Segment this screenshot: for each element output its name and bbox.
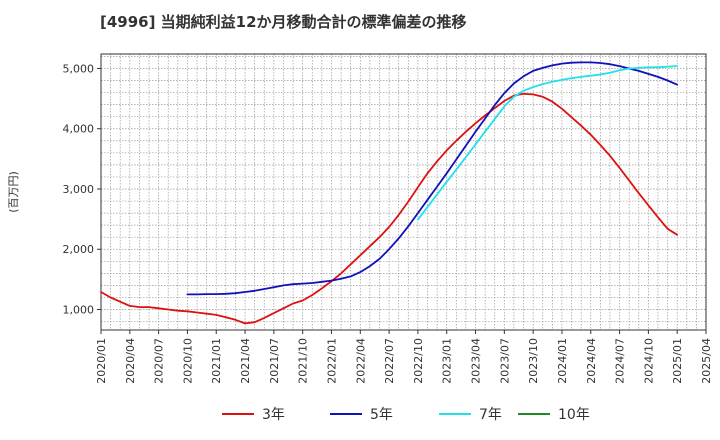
y-axis-ticks: 1,000 2,000 3,000 4,000 5,000 — [63, 62, 101, 317]
x-tick-label: 2022/07 — [383, 338, 396, 384]
legend-label: 3年 — [262, 407, 285, 423]
horizontal-gridlines — [101, 56, 706, 322]
x-tick-label: 2021/10 — [297, 338, 310, 384]
y-tick-label: 4,000 — [63, 123, 95, 136]
x-tick-label: 2023/10 — [527, 338, 540, 384]
x-tick-label: 2020/07 — [153, 338, 166, 384]
y-tick-label: 5,000 — [63, 62, 95, 75]
x-tick-label: 2022/04 — [354, 338, 367, 384]
chart-title: [4996] 当期純利益12か月移動合計の標準偏差の推移 — [100, 13, 467, 31]
series-lines — [100, 61, 679, 325]
x-tick-label: 2023/07 — [498, 338, 511, 384]
plot-border — [100, 53, 707, 331]
x-tick-label: 2020/04 — [124, 338, 137, 384]
legend: 3年 5年 7年 10年 — [222, 407, 590, 423]
x-tick-label: 2023/01 — [441, 338, 454, 384]
series-line-2 — [186, 61, 679, 296]
x-axis-ticks: 2020/01 2020/04 2020/07 2020/10 2021/01 2021/… — [95, 330, 713, 384]
x-tick-label: 2025/01 — [671, 338, 684, 384]
x-tick-label: 2024/10 — [642, 338, 655, 384]
x-tick-label: 2021/01 — [210, 338, 223, 384]
legend-label: 5年 — [370, 407, 393, 423]
y-tick-label: 1,000 — [63, 304, 95, 317]
x-tick-label: 2022/01 — [325, 338, 338, 384]
x-tick-label: 2024/04 — [585, 338, 598, 384]
series-line-1 — [100, 92, 679, 325]
x-tick-label: 2021/07 — [268, 338, 281, 384]
x-tick-label: 2025/04 — [700, 338, 713, 384]
plot-area — [101, 54, 706, 330]
legend-label: 10年 — [558, 407, 590, 423]
x-tick-label: 2020/01 — [95, 338, 108, 384]
legend-label: 7年 — [479, 407, 502, 423]
y-axis-label: (百万円) — [7, 171, 20, 213]
x-tick-label: 2023/04 — [470, 338, 483, 384]
x-tick-label: 2024/01 — [556, 338, 569, 384]
series-line-3 — [416, 65, 679, 221]
y-tick-label: 2,000 — [63, 243, 95, 256]
y-tick-label: 3,000 — [63, 183, 95, 196]
x-tick-label: 2020/10 — [181, 338, 194, 384]
x-tick-label: 2021/04 — [239, 338, 252, 384]
x-tick-label: 2024/07 — [614, 338, 627, 384]
x-tick-label: 2022/10 — [412, 338, 425, 384]
